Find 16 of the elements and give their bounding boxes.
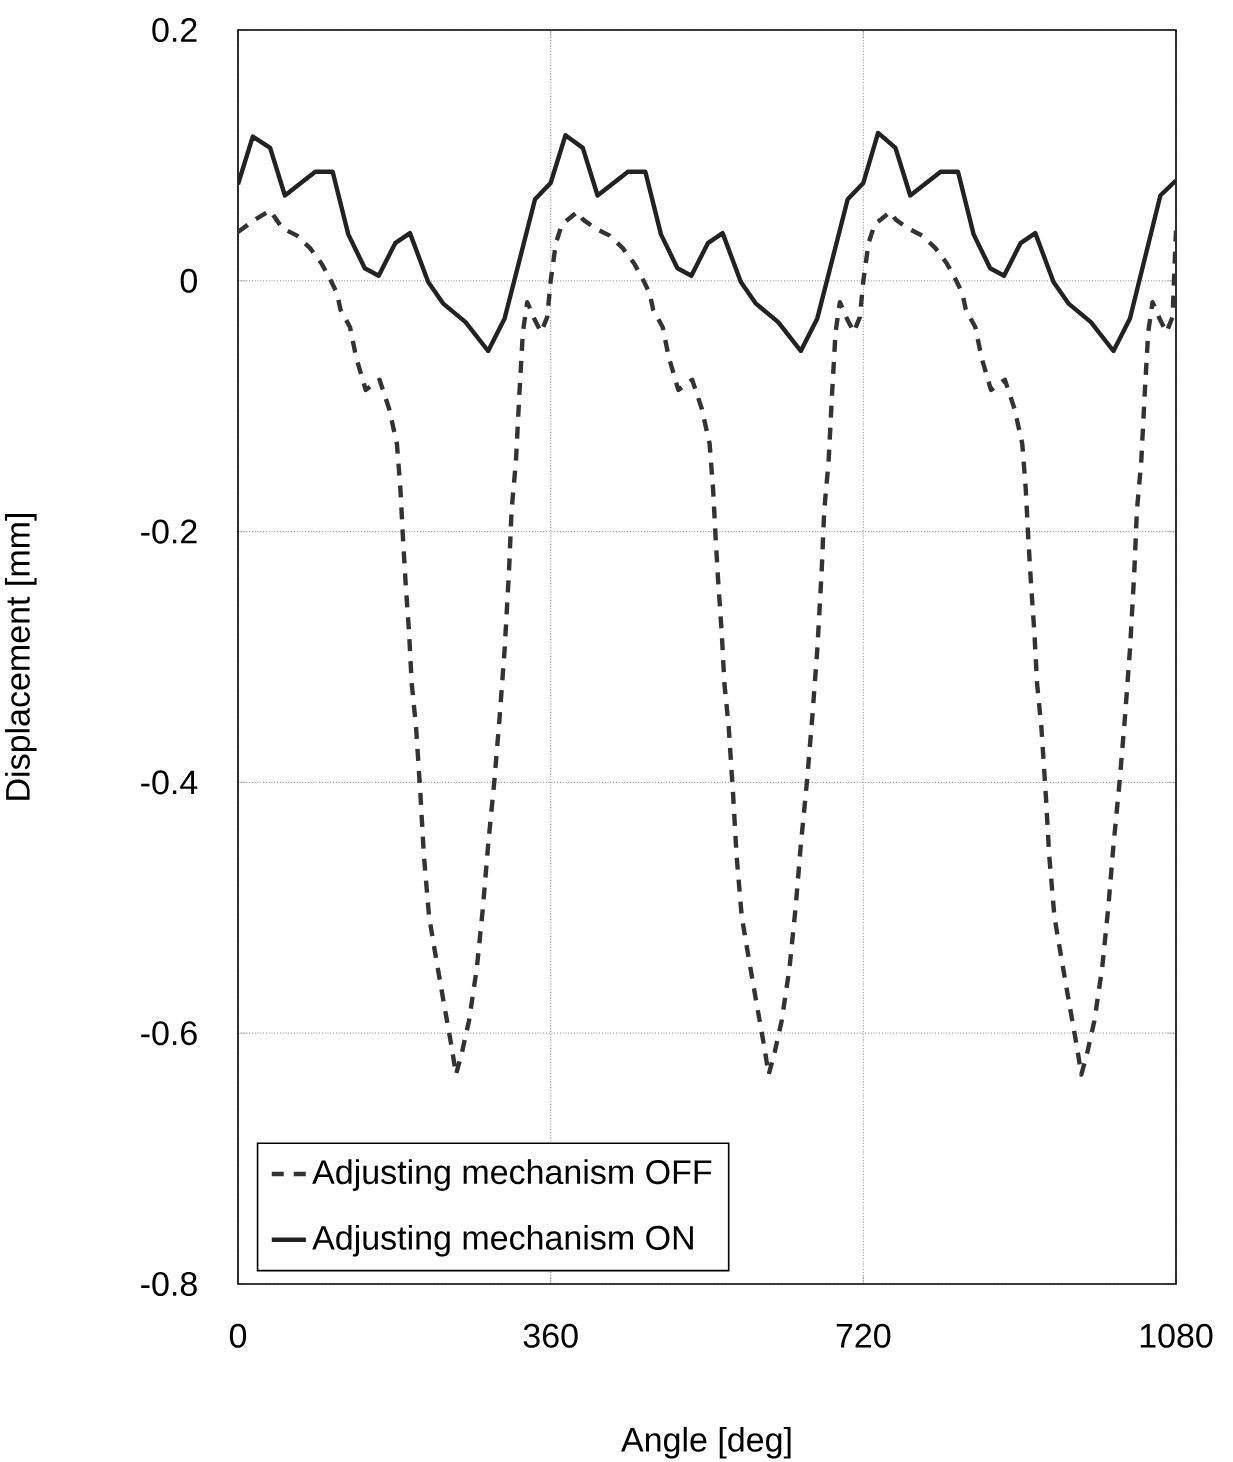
legend-label: Adjusting mechanism ON bbox=[312, 1224, 693, 1257]
x-tick-label: 1080 bbox=[1140, 1323, 1213, 1348]
y-tick-label: -0.2 bbox=[141, 519, 197, 544]
y-tick-label: 0.2 bbox=[152, 17, 197, 43]
y-tick-label: -0.8 bbox=[141, 1271, 197, 1297]
y-tick-label: -0.6 bbox=[141, 1021, 197, 1046]
x-tick-label: 360 bbox=[523, 1323, 578, 1348]
y-tick-label: 0 bbox=[180, 268, 197, 293]
x-tick-label: 720 bbox=[836, 1323, 891, 1348]
line-series bbox=[238, 130, 1176, 354]
line-series bbox=[238, 208, 1176, 1077]
x-tick-label: 0 bbox=[229, 1323, 247, 1348]
y-tick-label: -0.4 bbox=[141, 770, 198, 795]
legend-label: Adjusting mechanism OFF bbox=[312, 1159, 712, 1191]
x-axis-title: Angle [deg] bbox=[621, 1426, 791, 1459]
y-axis-title: Displacement [mm] bbox=[4, 514, 37, 800]
